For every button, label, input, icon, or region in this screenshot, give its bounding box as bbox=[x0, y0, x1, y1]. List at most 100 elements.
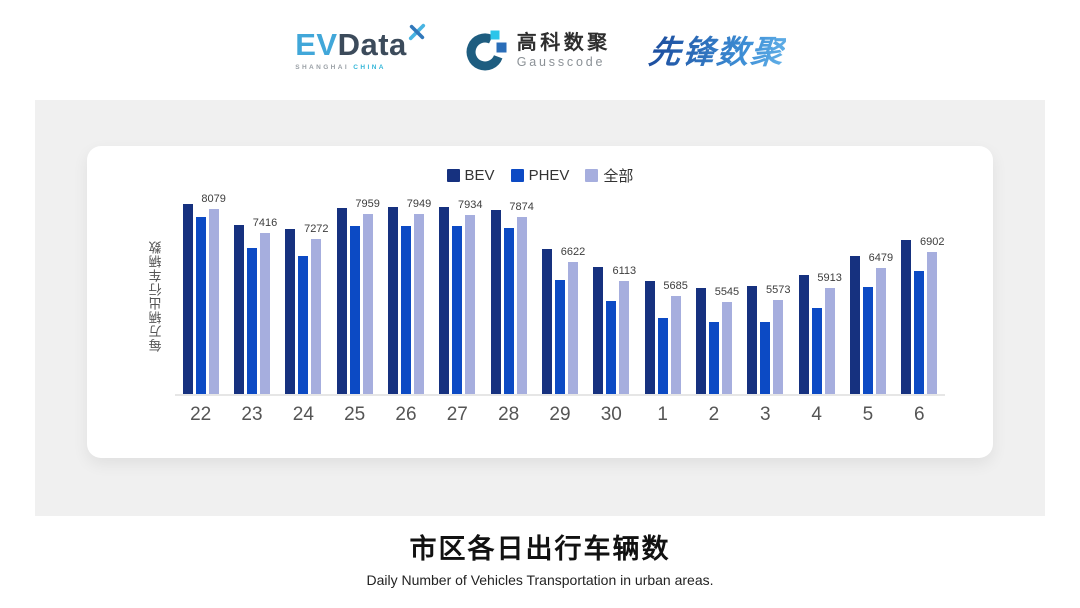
bar-value-label: 6902 bbox=[920, 236, 945, 249]
legend-swatch bbox=[585, 168, 599, 182]
bar-group: 5545 bbox=[695, 196, 739, 394]
bar-bev bbox=[439, 207, 450, 394]
chart-title: 市区各日出行车辆数 bbox=[409, 534, 671, 564]
plot-area: 8079 7416 7272 7959 7949 7934 7874 6622 6113 5685… bbox=[175, 193, 945, 426]
bar-value-label: 7874 bbox=[509, 200, 534, 213]
x-axis-labels: 22 23 24 25 26 27 28 29 30 1 2 3 4 5 6 bbox=[175, 404, 945, 426]
bar-group: 7949 bbox=[387, 196, 431, 394]
header-logos: EV Data SHANGHAI CHINA 高科数聚 Gausscode 先锋数… bbox=[0, 0, 1080, 100]
bar-全部 bbox=[413, 214, 424, 394]
bar-group: 5913 bbox=[798, 196, 842, 394]
bar-bev bbox=[233, 224, 244, 394]
bar-phev bbox=[811, 308, 822, 394]
bar-bev bbox=[695, 287, 706, 394]
legend-item-BEV[interactable]: BEV bbox=[446, 166, 495, 184]
bar-bev bbox=[901, 239, 912, 394]
bar-phev bbox=[657, 318, 668, 394]
bar-value-label: 6479 bbox=[868, 251, 894, 264]
gausscode-en-text: Gausscode bbox=[516, 54, 606, 69]
bar-phev bbox=[195, 217, 206, 394]
bar-bev bbox=[387, 207, 398, 394]
bar-group: 7959 bbox=[336, 196, 380, 394]
evdata-ev-text: EV bbox=[295, 27, 338, 62]
legend-swatch bbox=[446, 168, 460, 182]
chart-area: 每万辆出行车辆数 8079 7416 7272 7959 7949 7934 7874 662… bbox=[137, 193, 993, 426]
bar-phev bbox=[298, 256, 309, 394]
x-axis-label: 30 bbox=[600, 404, 622, 425]
bar-bev bbox=[644, 281, 655, 394]
bar-value-label: 7949 bbox=[406, 198, 432, 210]
bar-value-label: 7934 bbox=[458, 198, 483, 211]
bar-bev bbox=[849, 255, 860, 394]
bar-group: 5573 bbox=[747, 196, 791, 394]
bar-phev bbox=[503, 227, 514, 394]
legend-item-全部[interactable]: 全部 bbox=[585, 165, 633, 186]
bar-全部 bbox=[721, 301, 732, 394]
plot-bars: 8079 7416 7272 7959 7949 7934 7874 6622 6113 5685… bbox=[175, 193, 945, 396]
bar-group: 7934 bbox=[439, 196, 483, 394]
bar-group: 6113 bbox=[593, 196, 636, 394]
bar-phev bbox=[400, 225, 411, 394]
bar-全部 bbox=[670, 296, 681, 394]
bar-slot: 7959 bbox=[329, 196, 380, 394]
bar-slot: 6113 bbox=[586, 196, 637, 394]
evdata-sub-shanghai: SHANGHAI bbox=[295, 64, 350, 71]
gausscode-logo: 高科数聚 Gausscode bbox=[464, 28, 611, 72]
bar-全部 bbox=[619, 280, 630, 394]
bar-group: 6902 bbox=[901, 196, 944, 394]
bar-phev bbox=[914, 271, 925, 394]
bar-bev bbox=[285, 228, 296, 394]
x-axis-label: 29 bbox=[549, 404, 571, 425]
bar-group: 5685 bbox=[644, 196, 688, 394]
bar-group: 7416 bbox=[233, 196, 277, 394]
bar-slot: 5573 bbox=[740, 196, 791, 394]
bar-value-label: 7959 bbox=[355, 197, 380, 210]
x-axis-label: 6 bbox=[913, 404, 925, 425]
chart-panel: BEV PHEV 全部 每万辆出行车辆数 8079 7416 7272 7959 7949 7… bbox=[35, 100, 1045, 516]
legend-label: BEV bbox=[464, 166, 495, 184]
bar-phev bbox=[452, 226, 463, 394]
bar-phev bbox=[760, 322, 771, 394]
bar-value-label: 6113 bbox=[612, 264, 637, 277]
bar-全部 bbox=[259, 233, 270, 394]
bar-全部 bbox=[927, 252, 938, 394]
bar-group: 8079 bbox=[182, 193, 226, 394]
bar-全部 bbox=[567, 262, 578, 394]
x-axis-label: 22 bbox=[190, 404, 212, 425]
x-axis-label: 27 bbox=[446, 404, 468, 425]
bar-slot: 7934 bbox=[432, 196, 483, 394]
bar-bev bbox=[593, 266, 604, 394]
bar-group: 6622 bbox=[541, 196, 585, 394]
x-axis-label: 26 bbox=[395, 404, 417, 425]
bar-slot: 6479 bbox=[842, 196, 893, 394]
bar-bev bbox=[798, 275, 809, 394]
bar-phev bbox=[246, 248, 257, 394]
bar-slot: 7272 bbox=[278, 196, 329, 394]
bar-slot: 5913 bbox=[791, 196, 842, 394]
bar-phev bbox=[862, 287, 873, 394]
bar-全部 bbox=[311, 238, 322, 394]
bar-phev bbox=[708, 321, 719, 394]
gausscode-cn-text: 高科数聚 bbox=[516, 31, 611, 54]
gausscode-mark-icon bbox=[466, 30, 507, 71]
evdata-logo: EV Data SHANGHAI CHINA bbox=[295, 23, 426, 71]
chart-card: BEV PHEV 全部 每万辆出行车辆数 8079 7416 7272 7959 7949 7… bbox=[87, 146, 993, 458]
x-axis-label: 23 bbox=[241, 404, 263, 425]
legend-item-PHEV[interactable]: PHEV bbox=[510, 167, 569, 184]
x-axis-label: 28 bbox=[498, 404, 520, 425]
bar-全部 bbox=[824, 288, 835, 394]
bar-value-label: 5685 bbox=[663, 280, 688, 293]
legend-swatch bbox=[510, 168, 524, 182]
bar-slot: 5545 bbox=[688, 196, 739, 394]
bar-value-label: 5913 bbox=[817, 272, 842, 285]
bar-slot: 5685 bbox=[637, 196, 688, 394]
bar-bev bbox=[541, 249, 552, 394]
bar-bev bbox=[747, 286, 758, 394]
bar-group: 7272 bbox=[285, 196, 329, 394]
x-axis-label: 25 bbox=[344, 404, 366, 425]
x-axis-label: 4 bbox=[811, 404, 822, 425]
bar-slot: 8079 bbox=[175, 193, 226, 394]
bar-全部 bbox=[773, 300, 784, 394]
evdata-subline: SHANGHAI CHINA bbox=[295, 64, 426, 71]
bar-phev bbox=[606, 300, 617, 394]
